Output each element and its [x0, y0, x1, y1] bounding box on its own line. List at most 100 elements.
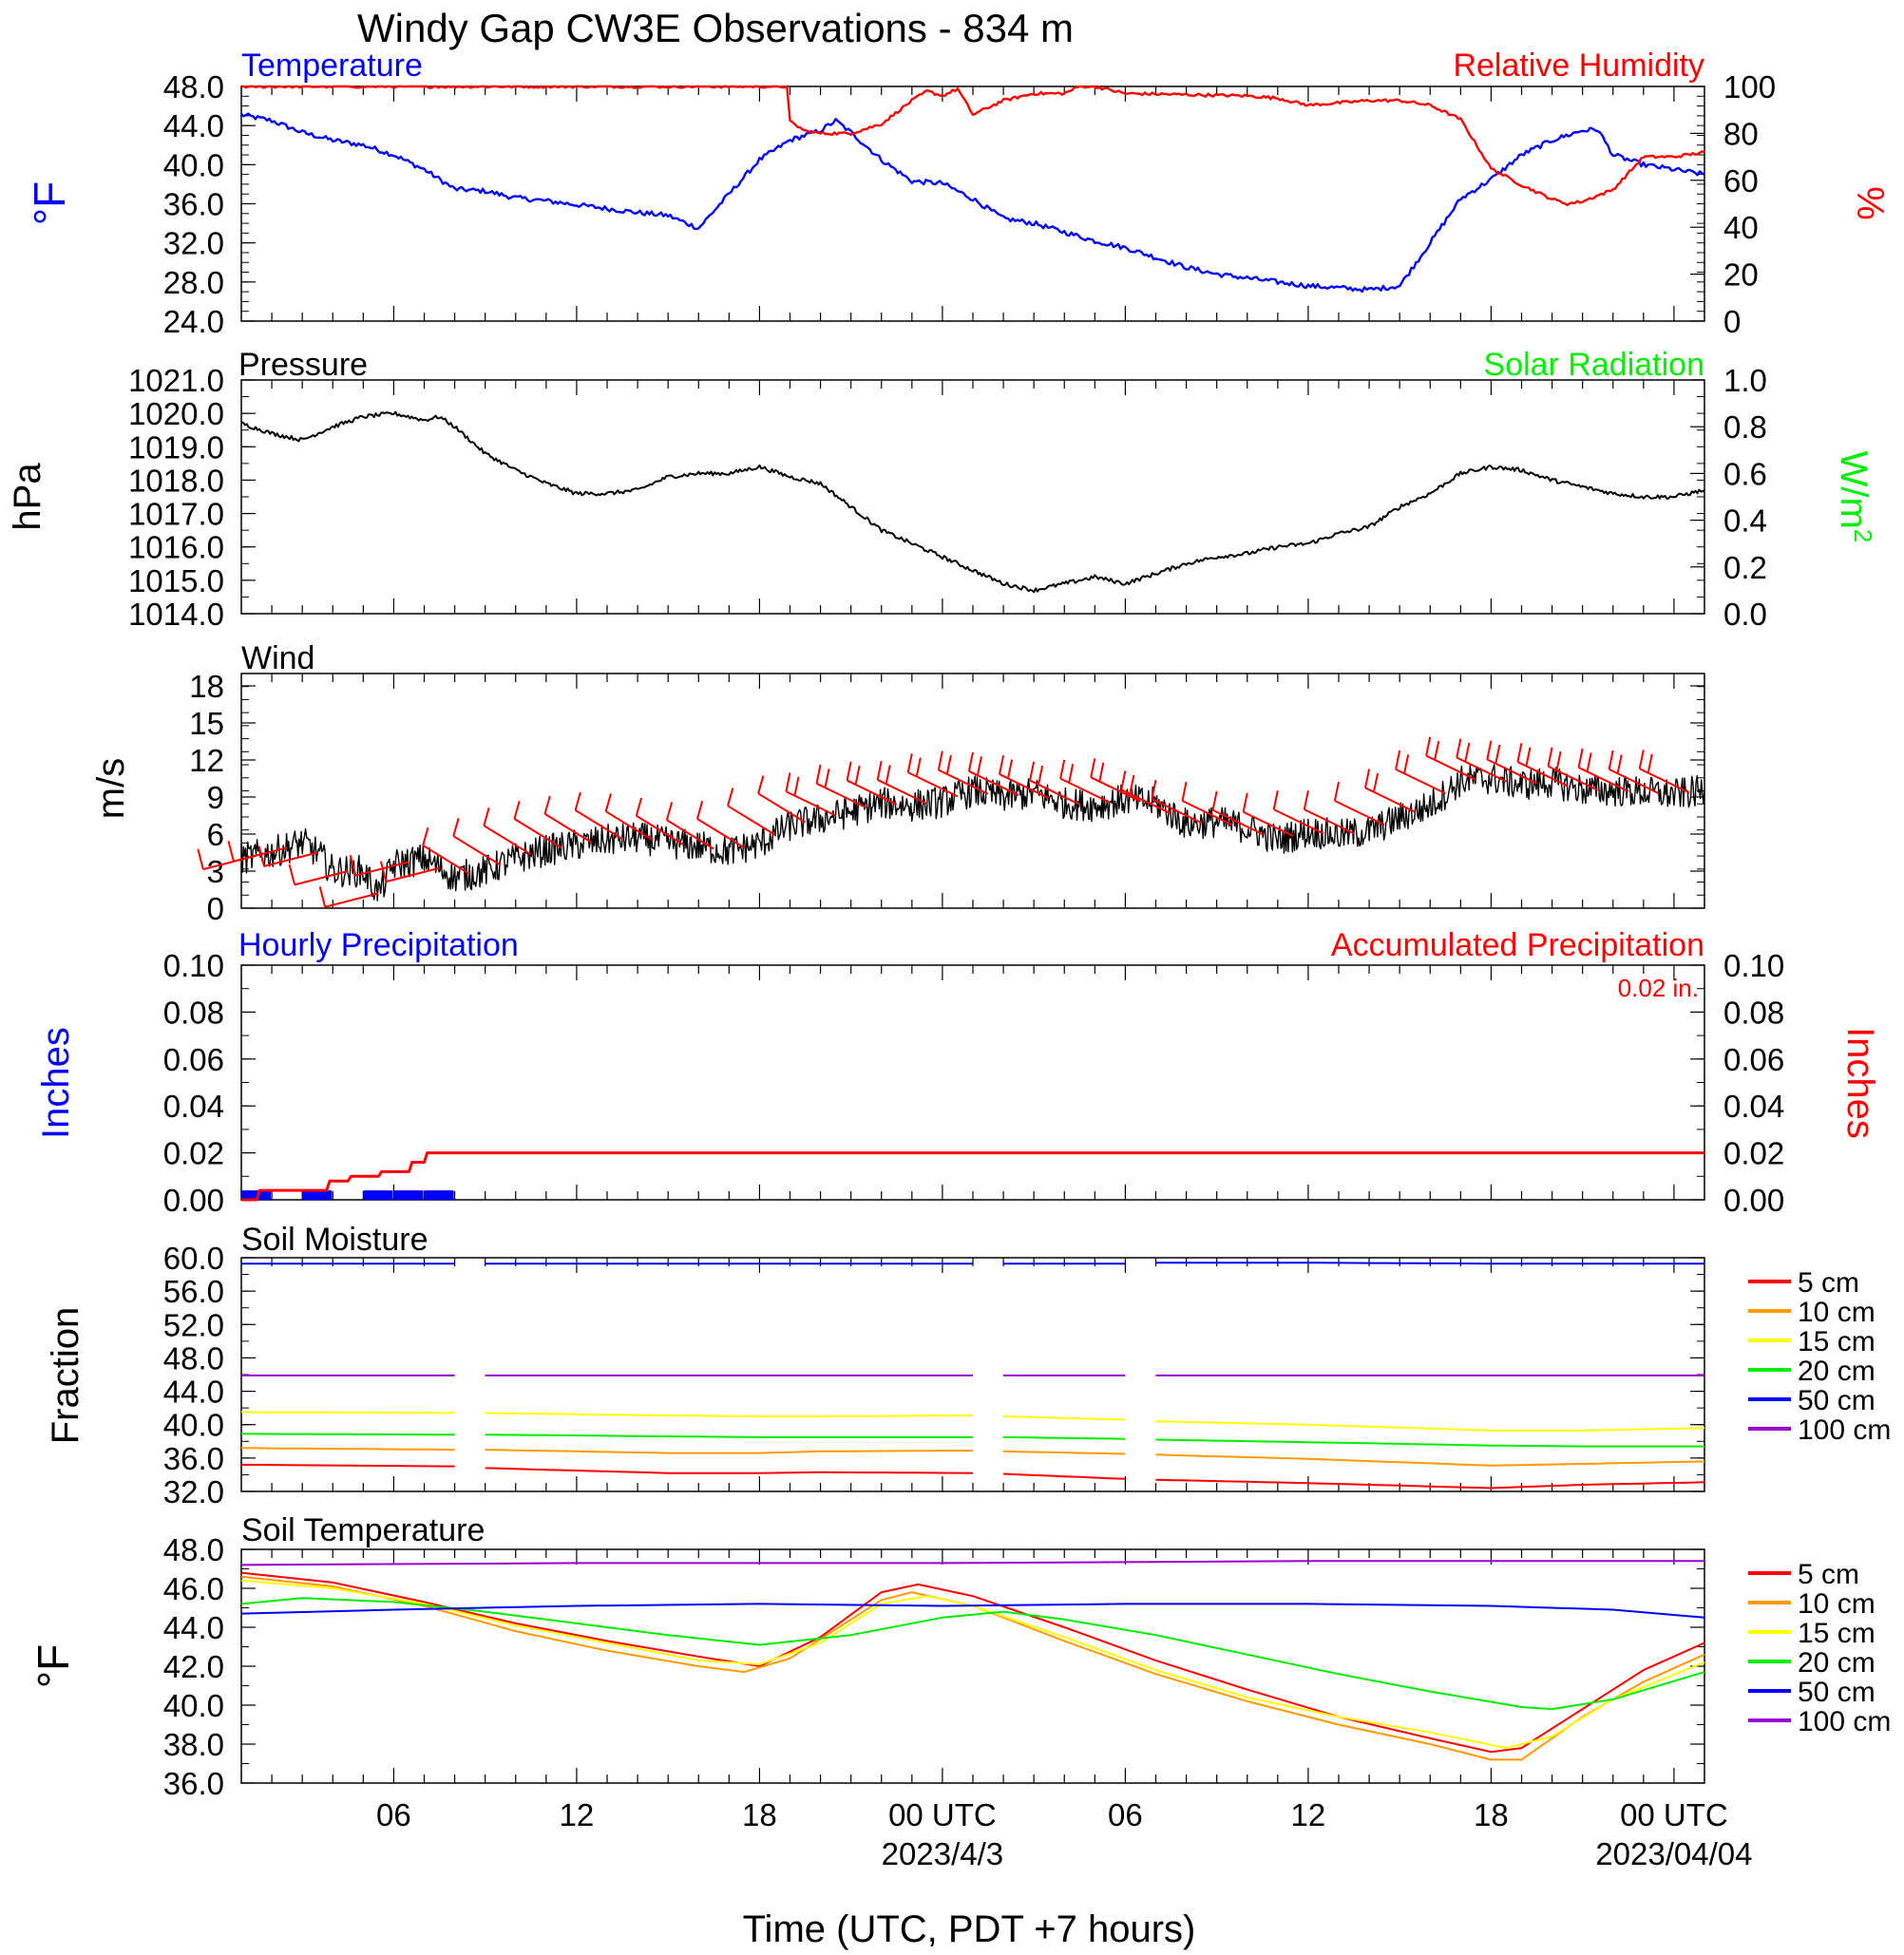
wind-barb-flag — [1547, 747, 1553, 767]
x-tick-label: 00 UTC — [1620, 1797, 1728, 1832]
soil-temperature-legend-label: 20 cm — [1798, 1647, 1875, 1679]
precip-ytick-label: 0.00 — [163, 1183, 224, 1218]
wind-barb — [605, 810, 654, 842]
wind-barb-flag — [1516, 743, 1523, 763]
wind-barb-flag — [543, 795, 551, 815]
wind-barb-flag — [1373, 772, 1380, 792]
wind-barb-flag — [885, 765, 891, 785]
pressure-ytick-label: 1017.0 — [128, 497, 224, 532]
soil-moisture-line-15cm — [485, 1412, 974, 1417]
x-tick-label: 12 — [1291, 1797, 1326, 1832]
wind-barb-flag — [665, 802, 674, 821]
humidity-unit: % — [1849, 186, 1891, 220]
wind-barb-flag — [727, 788, 734, 807]
pressure-ytick-label: 1016.0 — [128, 530, 224, 565]
soil-temperature-legend-label: 10 cm — [1798, 1588, 1875, 1620]
hourly-precip-unit: Inches — [35, 1027, 77, 1139]
x-tick-label: 18 — [742, 1797, 777, 1832]
wind-barb-flag — [1525, 747, 1532, 767]
accum-precip-total: 0.02 in. — [1618, 974, 1699, 1002]
hourly-precip-bar — [424, 1190, 454, 1200]
wind-unit: m/s — [90, 758, 132, 819]
temp-ytick-right-label: 0 — [1723, 304, 1741, 339]
wind-barb-flag — [1647, 753, 1653, 773]
pressure-ytick-label: 1019.0 — [128, 429, 224, 465]
wind-barb-flag — [1425, 736, 1432, 756]
wind-barb-flag — [349, 855, 357, 876]
soil-moisture-line-10cm — [485, 1449, 973, 1454]
precip-ytick-right-label: 0.06 — [1723, 1042, 1784, 1077]
precip-ytick-right-label: 0.08 — [1723, 995, 1784, 1030]
wind-barb-flag — [945, 754, 952, 775]
solar-unit: W/m2 — [1833, 451, 1877, 543]
wind-barb-flag — [824, 769, 830, 788]
pressure-title: Pressure — [238, 347, 368, 383]
soil-moisture-line-15cm — [1003, 1414, 1126, 1421]
wind-barb-flag — [1303, 790, 1309, 810]
wind-barb — [483, 825, 532, 856]
wind-barb-flag — [815, 764, 822, 785]
accum-precip-line — [241, 1151, 1704, 1202]
pressure-ytick-label: 1015.0 — [128, 563, 224, 598]
wind-barb-flag — [1638, 750, 1645, 769]
x-tick-label: 18 — [1474, 1797, 1509, 1832]
pressure-ytick-right-label: 0.6 — [1723, 456, 1767, 491]
pressure-ytick-right-label: 1.0 — [1723, 363, 1767, 398]
soil-moisture-line-10cm — [1155, 1453, 1705, 1467]
wind-barb-flag — [227, 841, 235, 862]
wind-barb-flag — [854, 765, 861, 786]
x-date-label: 2023/04/04 — [1595, 1836, 1752, 1871]
soil-moisture-line-15cm — [240, 1411, 455, 1414]
wind-barb — [1212, 808, 1264, 835]
wind-barb-flag — [785, 772, 791, 792]
wind-ytick-label: 12 — [189, 743, 224, 778]
wind-barb-flag — [1029, 761, 1036, 781]
temperature-line — [240, 112, 1705, 294]
soil-temp-ytick-label: 40.0 — [163, 1688, 224, 1723]
wind-barb-flag — [1272, 790, 1279, 810]
temperature-title: Temperature — [241, 47, 423, 84]
x-tick-label: 00 UTC — [888, 1797, 997, 1832]
wind-barb-flag — [976, 756, 982, 776]
wind-barb-flag — [513, 800, 521, 820]
wind-barb-flag — [635, 797, 643, 817]
precip-ytick-right-label: 0.10 — [1723, 948, 1784, 983]
soil-temperature-legend-label: 15 cm — [1798, 1618, 1875, 1649]
wind-barb-flag — [574, 791, 581, 811]
wind-title: Wind — [241, 640, 314, 676]
wind-barb-flag — [906, 753, 913, 773]
soil-moisture-line-5cm — [485, 1467, 974, 1474]
wind-barb — [696, 818, 745, 849]
wind-ytick-label: 3 — [207, 854, 224, 889]
wind-barb-flag — [1555, 750, 1562, 771]
x-date-label: 2023/4/3 — [882, 1836, 1003, 1871]
wind-barb-flag — [1068, 763, 1075, 784]
soil-moisture-ytick-label: 52.0 — [163, 1307, 224, 1342]
wind-barb — [543, 812, 593, 844]
precip-ytick-label: 0.06 — [163, 1042, 224, 1077]
soil-temperature-line-50cm — [240, 1603, 1705, 1619]
wind-barb — [513, 818, 562, 849]
pressure-ytick-right-label: 0.0 — [1723, 597, 1767, 632]
wind-barb-flag — [1403, 754, 1410, 774]
wind-barb-flag — [1059, 759, 1066, 779]
wind-barb — [263, 851, 318, 867]
wind-barb-flag — [604, 793, 612, 812]
wind-barb-flag — [1495, 744, 1501, 765]
wind-barb — [727, 805, 775, 836]
soil-moisture-line-20cm — [485, 1433, 973, 1438]
temp-ytick-label: 32.0 — [163, 226, 224, 261]
wind-barb-flag — [452, 818, 460, 837]
wind-barb-flag — [1151, 780, 1157, 800]
wind-barb-flag — [967, 751, 974, 772]
soil-temperature-line-20cm — [240, 1597, 1705, 1711]
wind-ytick-label: 6 — [207, 817, 224, 852]
soil-moisture-line-10cm — [240, 1447, 455, 1452]
wind-barb-flag — [1586, 752, 1592, 772]
panels: 48.044.040.036.032.028.024.0100806040200… — [7, 47, 1891, 1801]
wind-barb-flag — [876, 760, 883, 781]
wind-barb-flag — [197, 848, 204, 870]
precip-ytick-right-label: 0.00 — [1723, 1183, 1784, 1218]
soil-temp-ytick-label: 46.0 — [163, 1571, 224, 1606]
